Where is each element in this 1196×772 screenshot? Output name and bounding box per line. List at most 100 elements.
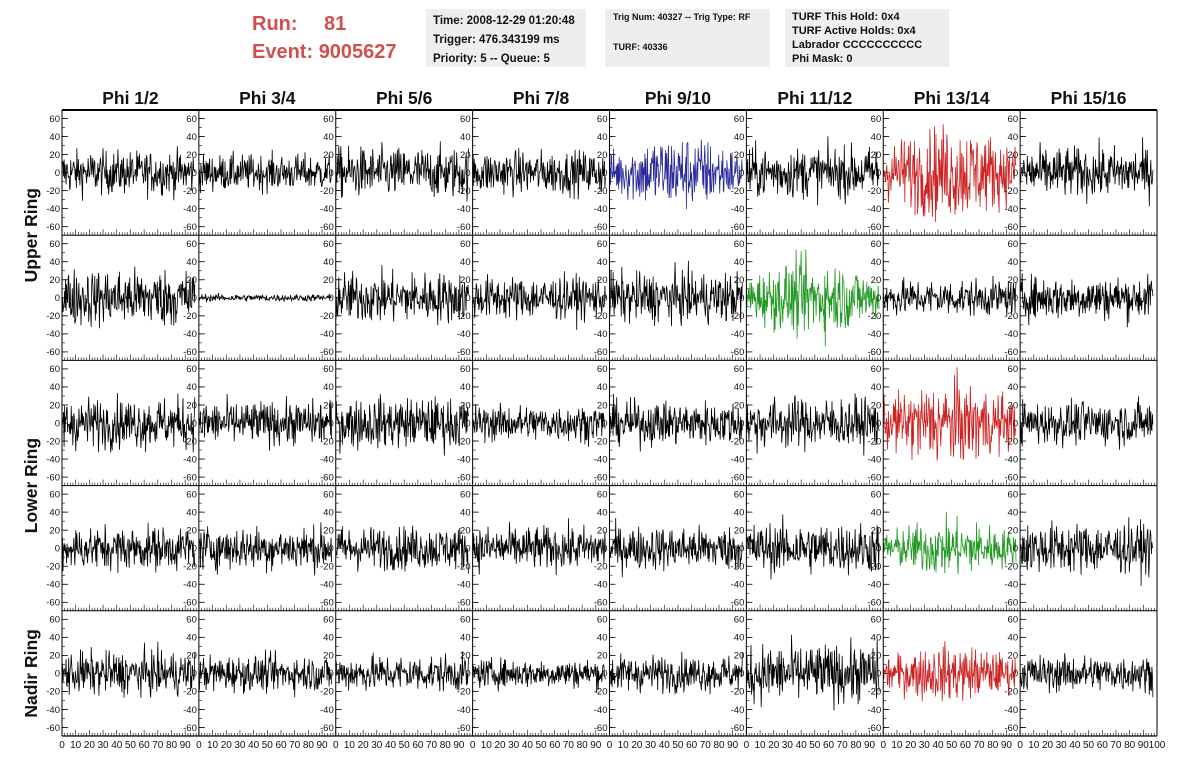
x-tick-label: 40 xyxy=(659,740,671,751)
y-tick-label: 0 xyxy=(192,418,197,429)
x-tick-label: 30 xyxy=(782,740,794,751)
y-tick-label: 20 xyxy=(460,525,471,536)
y-tick-label: -20 xyxy=(183,687,197,698)
waveform-panel: -60 -40 -20 0 20 40 60 xyxy=(46,364,200,486)
y-tick-label: -40 xyxy=(594,454,608,465)
x-tick-label: 70 xyxy=(152,740,164,751)
y-tick-label: -20 xyxy=(46,311,60,322)
waveform-panel: -60 -40 -20 0 20 40 60 xyxy=(457,615,610,736)
y-tick-label: 40 xyxy=(734,507,745,518)
y-tick-label: -40 xyxy=(594,705,608,716)
y-tick-label: -20 xyxy=(457,562,471,573)
y-tick-label: 20 xyxy=(49,400,60,411)
y-tick-label: -20 xyxy=(731,562,745,573)
y-tick-label: 40 xyxy=(460,132,471,143)
y-tick-label: -40 xyxy=(1004,705,1018,716)
y-tick-label: -20 xyxy=(320,311,334,322)
y-tick-label: -60 xyxy=(183,723,197,734)
y-tick-label: 40 xyxy=(597,257,608,268)
waveform-panel: -60 -40 -20 0 20 40 60 xyxy=(594,239,747,361)
x-tick-label: 70 xyxy=(426,740,438,751)
x-tick-label: 70 xyxy=(289,740,301,751)
waveform-trace xyxy=(746,514,880,580)
waveform-panel: -60 -40 -20 0 20 40 60 xyxy=(731,615,884,736)
column-title: Phi 15/16 xyxy=(1051,88,1127,108)
y-tick-label: -20 xyxy=(731,311,745,322)
y-tick-label: -60 xyxy=(183,598,197,609)
y-tick-label: -20 xyxy=(1004,311,1018,322)
y-tick-label: 0 xyxy=(876,293,881,304)
y-tick-label: -40 xyxy=(46,580,60,591)
y-tick-label: 60 xyxy=(597,615,608,626)
y-tick-label: -40 xyxy=(868,705,882,716)
y-tick-label: -20 xyxy=(868,436,882,447)
x-tick-label: 90 xyxy=(864,740,876,751)
y-tick-label: -40 xyxy=(46,329,60,340)
y-tick-label: 20 xyxy=(734,651,745,662)
column-title: Phi 13/14 xyxy=(914,88,990,108)
run-label: Run: xyxy=(252,13,298,35)
y-tick-label: -20 xyxy=(183,186,197,197)
x-tick-label: 70 xyxy=(837,740,849,751)
waveform-panel: -60 -40 -20 0 20 40 60 xyxy=(46,114,200,236)
x-tick-label: 10 xyxy=(481,740,493,751)
y-tick-label: -20 xyxy=(46,562,60,573)
y-tick-label: 60 xyxy=(1008,114,1019,125)
y-tick-label: 20 xyxy=(597,525,608,536)
waveform-panel: -60 -40 -20 0 20 40 60 xyxy=(320,615,473,736)
time-line: Time: 2008-12-29 01:20:48 xyxy=(433,15,575,27)
y-tick-label: -40 xyxy=(457,454,471,465)
y-tick-label: 0 xyxy=(192,669,197,680)
y-tick-label: -20 xyxy=(46,436,60,447)
x-tick-label: 20 xyxy=(84,740,96,751)
x-tick-label: 0 xyxy=(744,740,750,751)
y-tick-label: -60 xyxy=(731,347,745,358)
x-tick-label: 40 xyxy=(248,740,260,751)
column-title: Phi 5/6 xyxy=(376,88,433,108)
y-tick-label: -60 xyxy=(1004,723,1018,734)
y-tick-label: 40 xyxy=(49,507,60,518)
y-tick-label: -60 xyxy=(1004,472,1018,483)
y-tick-label: 20 xyxy=(1008,400,1019,411)
waveform-trace xyxy=(882,124,1017,223)
y-tick-label: 60 xyxy=(460,239,471,250)
y-tick-label: -40 xyxy=(1004,204,1018,215)
x-tick-label: 0 xyxy=(470,740,476,751)
x-tick-label: 80 xyxy=(166,740,178,751)
waveform-trace xyxy=(1019,652,1154,698)
y-tick-label: 40 xyxy=(1008,257,1019,268)
x-tick-label: 30 xyxy=(508,740,520,751)
y-tick-label: 60 xyxy=(734,489,745,500)
y-tick-label: 0 xyxy=(465,669,470,680)
x-tick-label: 50 xyxy=(125,740,137,751)
waveform-trace xyxy=(609,651,743,695)
event-value: 9005627 xyxy=(318,41,397,63)
waveform-panel: -60 -40 -20 0 20 40 60 xyxy=(868,489,1021,611)
x-tick-label: 30 xyxy=(371,740,383,751)
y-tick-label: -60 xyxy=(731,723,745,734)
y-tick-label: -60 xyxy=(46,347,60,358)
y-tick-label: -20 xyxy=(457,311,471,322)
x-tick-label: 30 xyxy=(1056,740,1068,751)
y-tick-label: 20 xyxy=(734,275,745,286)
x-tick-label: 40 xyxy=(111,740,123,751)
y-tick-label: 60 xyxy=(1008,615,1019,626)
x-tick-label: 60 xyxy=(275,740,287,751)
y-tick-label: 60 xyxy=(871,615,882,626)
y-tick-label: -40 xyxy=(320,580,334,591)
y-tick-label: 0 xyxy=(55,168,60,179)
y-tick-label: -20 xyxy=(320,687,334,698)
y-tick-label: 60 xyxy=(460,114,471,125)
y-tick-label: -60 xyxy=(1004,598,1018,609)
x-tick-label: 80 xyxy=(987,740,999,751)
y-tick-label: -40 xyxy=(1004,329,1018,340)
y-tick-label: 0 xyxy=(602,293,607,304)
y-tick-label: 20 xyxy=(1008,651,1019,662)
y-tick-label: 60 xyxy=(49,239,60,250)
y-tick-label: 40 xyxy=(871,132,882,143)
waveform-trace xyxy=(609,260,743,327)
y-tick-label: -40 xyxy=(183,204,197,215)
y-tick-label: 40 xyxy=(323,633,334,644)
x-tick-label: 40 xyxy=(932,740,944,751)
y-tick-label: -60 xyxy=(868,347,882,358)
